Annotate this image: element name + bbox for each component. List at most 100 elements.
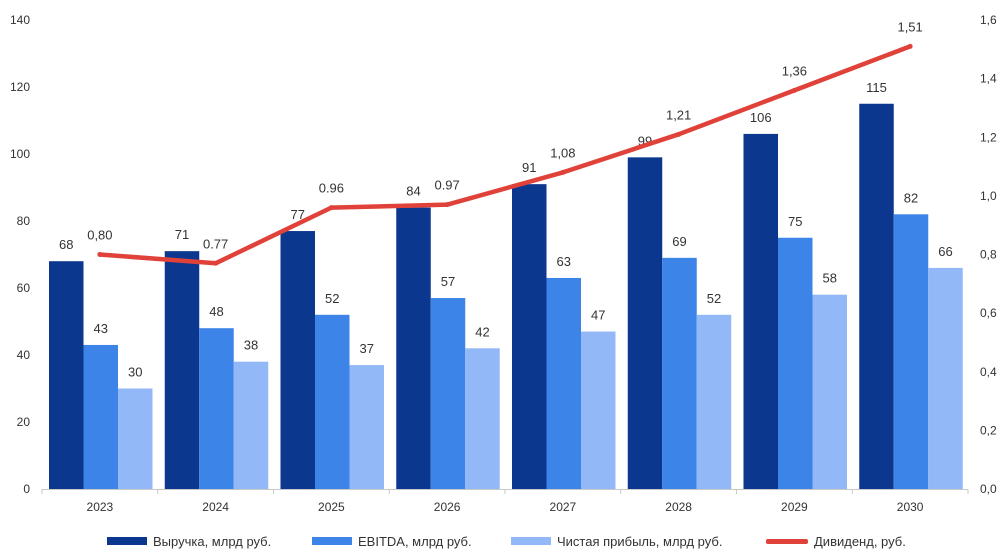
line-point [97,252,103,257]
right-axis-tick-label: 1,6 [980,13,997,27]
bar [199,328,234,489]
bar-data-label: 63 [557,254,571,269]
x-axis-tick-label: 2028 [665,500,692,514]
right-axis-tick-label: 1,0 [980,189,997,203]
left-axis-tick-label: 60 [17,281,31,295]
bar-data-label: 58 [823,271,837,286]
right-axis-tick-label: 0,2 [980,423,997,437]
line-point [791,87,797,93]
line-data-label: 0.77 [203,236,228,251]
bar-data-label: 57 [441,274,455,289]
x-axis-tick-label: 2030 [897,500,924,514]
bar [928,267,963,489]
bar [430,298,466,489]
x-axis-tick-label: 2026 [434,500,461,514]
bar [465,348,500,489]
left-axis-tick-label: 120 [10,80,30,94]
x-axis-tick-label: 2023 [87,500,114,514]
bar [83,344,118,489]
bar-data-label: 43 [94,321,108,336]
bar [512,184,547,489]
right-axis-tick-label: 1,4 [980,72,997,86]
left-axis: 0 20 40 60 80 100 120 140 [10,13,30,496]
x-axis-tick-label: 2025 [318,500,345,514]
legend-swatch [766,539,808,544]
x-axis: 2023 2024 2025 2026 2027 2028 2029 2030 [41,489,969,514]
left-axis-tick-label: 80 [17,214,31,228]
bar [164,251,200,489]
legend: Выручка, млрд руб. EBITDA, млрд руб. Чиста… [107,534,906,549]
bar [893,214,929,490]
right-axis-tick-label: 0,6 [980,306,997,320]
bar [859,103,894,489]
line-point [444,202,450,208]
legend-swatch [312,537,352,545]
x-axis-tick-label: 2024 [202,500,229,514]
legend-label: Чистая прибыль, млрд руб. [557,534,722,549]
bar [349,365,384,489]
line-data-label: 0.96 [319,181,344,196]
left-axis-tick-label: 100 [10,147,30,161]
bar [778,237,813,489]
left-axis-tick-label: 140 [10,13,30,27]
bar [49,261,84,489]
bar [662,257,697,489]
bar-data-label: 42 [475,324,489,339]
left-axis-tick-label: 40 [17,348,31,362]
bar-data-label: 66 [938,244,952,259]
line-point [213,260,219,266]
bar-data-label: 82 [904,190,918,205]
line-data-label: 1,36 [782,63,807,78]
x-axis-tick-label: 2029 [781,500,808,514]
legend-label: EBITDA, млрд руб. [358,534,472,549]
right-axis-tick-label: 1,2 [980,130,997,144]
legend-swatch [511,537,551,545]
bar [696,314,732,489]
bar-data-label: 38 [244,338,258,353]
bar-data-label: 37 [360,341,374,356]
bar [233,361,269,489]
legend-label: Выручка, млрд руб. [153,534,271,549]
left-axis-tick-label: 20 [17,415,31,429]
right-axis: 0,0 0,2 0,4 0,6 0,8 1,0 1,2 1,4 1,6 [980,13,997,496]
bar-data-label: 91 [522,160,536,175]
bar-data-label: 52 [325,291,339,306]
bar [812,294,847,489]
bar [315,314,350,489]
bar [118,388,153,489]
right-axis-tick-label: 0,4 [980,365,997,379]
bar [627,157,663,489]
bar [546,277,581,489]
line-point [907,43,913,49]
line-point [560,169,566,175]
bar-data-label: 77 [291,207,305,222]
left-axis-tick-label: 0 [23,482,30,496]
bar-data-label: 48 [209,304,223,319]
bar-data-label: 52 [707,291,721,306]
legend-label: Дивиденд, руб. [814,534,906,549]
dividend-line: 0,80 0.77 0.96 0.97 1,08 1,21 1,36 1,51 [87,19,923,266]
bar [581,331,616,489]
dividend-line-path [97,44,913,266]
bar-data-label: 30 [128,365,142,380]
line-point [328,205,334,211]
line-data-label: 1,51 [897,19,922,34]
bar [396,207,431,489]
bar-data-label: 84 [406,184,420,199]
line-data-label: 0.97 [434,178,459,193]
line-point [676,131,682,137]
line-data-label: 1,08 [550,145,575,160]
bar-data-label: 75 [788,214,802,229]
bar-data-label: 106 [750,110,772,125]
bar-data-label: 69 [672,234,686,249]
bar-data-label: 115 [866,80,887,95]
bar-data-label: 71 [175,227,189,242]
legend-swatch [107,537,147,545]
line-data-label: 0,80 [87,228,112,243]
bar [743,133,778,489]
x-axis-tick-label: 2027 [550,500,577,514]
bar-data-label: 68 [59,237,73,252]
line-data-label: 1,21 [666,107,691,122]
